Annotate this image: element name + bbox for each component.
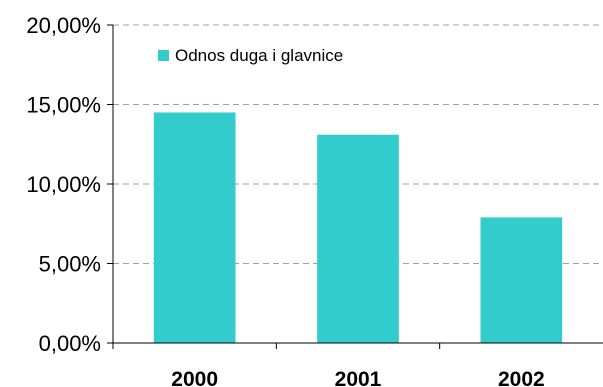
y-tick-label: 5,00% bbox=[39, 252, 101, 277]
bar bbox=[153, 112, 236, 343]
y-tick-label: 10,00% bbox=[26, 172, 101, 197]
y-tick-label: 15,00% bbox=[26, 93, 101, 118]
bar bbox=[480, 217, 563, 343]
legend-swatch bbox=[158, 50, 169, 61]
bar bbox=[317, 134, 399, 343]
y-tick-label: 0,00% bbox=[39, 331, 101, 356]
y-tick-label: 20,00% bbox=[26, 13, 101, 38]
x-tick-label: 2002 bbox=[498, 368, 545, 387]
legend: Odnos duga i glavnice bbox=[158, 46, 343, 65]
bars bbox=[153, 112, 563, 343]
legend-label: Odnos duga i glavnice bbox=[175, 46, 343, 65]
x-tick-label: 2000 bbox=[171, 368, 218, 387]
axes: 0,00% 5,00% 10,00% 15,00% 20,00% 2000 2001 2002 bbox=[26, 13, 603, 387]
x-tick-label: 2001 bbox=[335, 368, 382, 387]
